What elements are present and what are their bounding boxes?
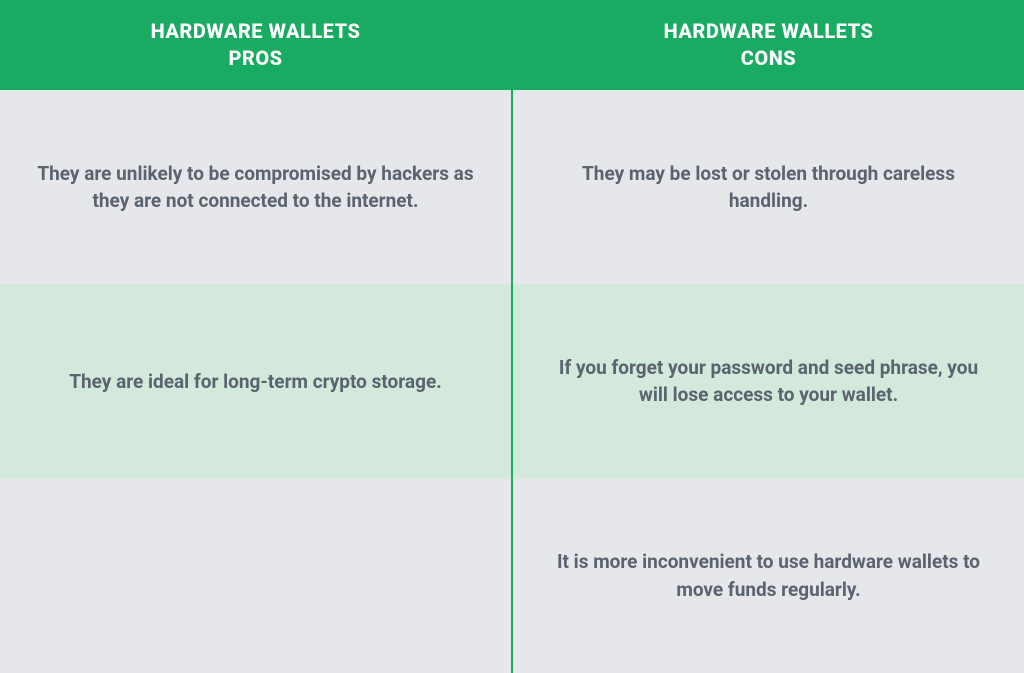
table-row: It is more inconvenient to use hardware … — [0, 479, 1024, 673]
pros-cell: They are unlikely to be compromised by h… — [0, 90, 511, 284]
pros-cons-table: HARDWARE WALLETS PROS HARDWARE WALLETS C… — [0, 0, 1024, 673]
cons-cell: They may be lost or stolen through carel… — [513, 90, 1024, 284]
pros-cell: They are ideal for long-term crypto stor… — [0, 284, 511, 478]
header-pros: HARDWARE WALLETS PROS — [0, 0, 511, 90]
cons-cell: If you forget your password and seed phr… — [513, 284, 1024, 478]
cons-cell: It is more inconvenient to use hardware … — [513, 479, 1024, 673]
header-cons-line1: HARDWARE WALLETS — [664, 18, 874, 45]
table-row: They are unlikely to be compromised by h… — [0, 90, 1024, 284]
header-pros-line1: HARDWARE WALLETS — [151, 18, 361, 45]
pros-cell — [0, 479, 511, 673]
header-pros-line2: PROS — [228, 45, 282, 72]
header-cons-line2: CONS — [741, 45, 796, 72]
table-header-row: HARDWARE WALLETS PROS HARDWARE WALLETS C… — [0, 0, 1024, 90]
header-cons: HARDWARE WALLETS CONS — [513, 0, 1024, 90]
table-row: They are ideal for long-term crypto stor… — [0, 284, 1024, 478]
